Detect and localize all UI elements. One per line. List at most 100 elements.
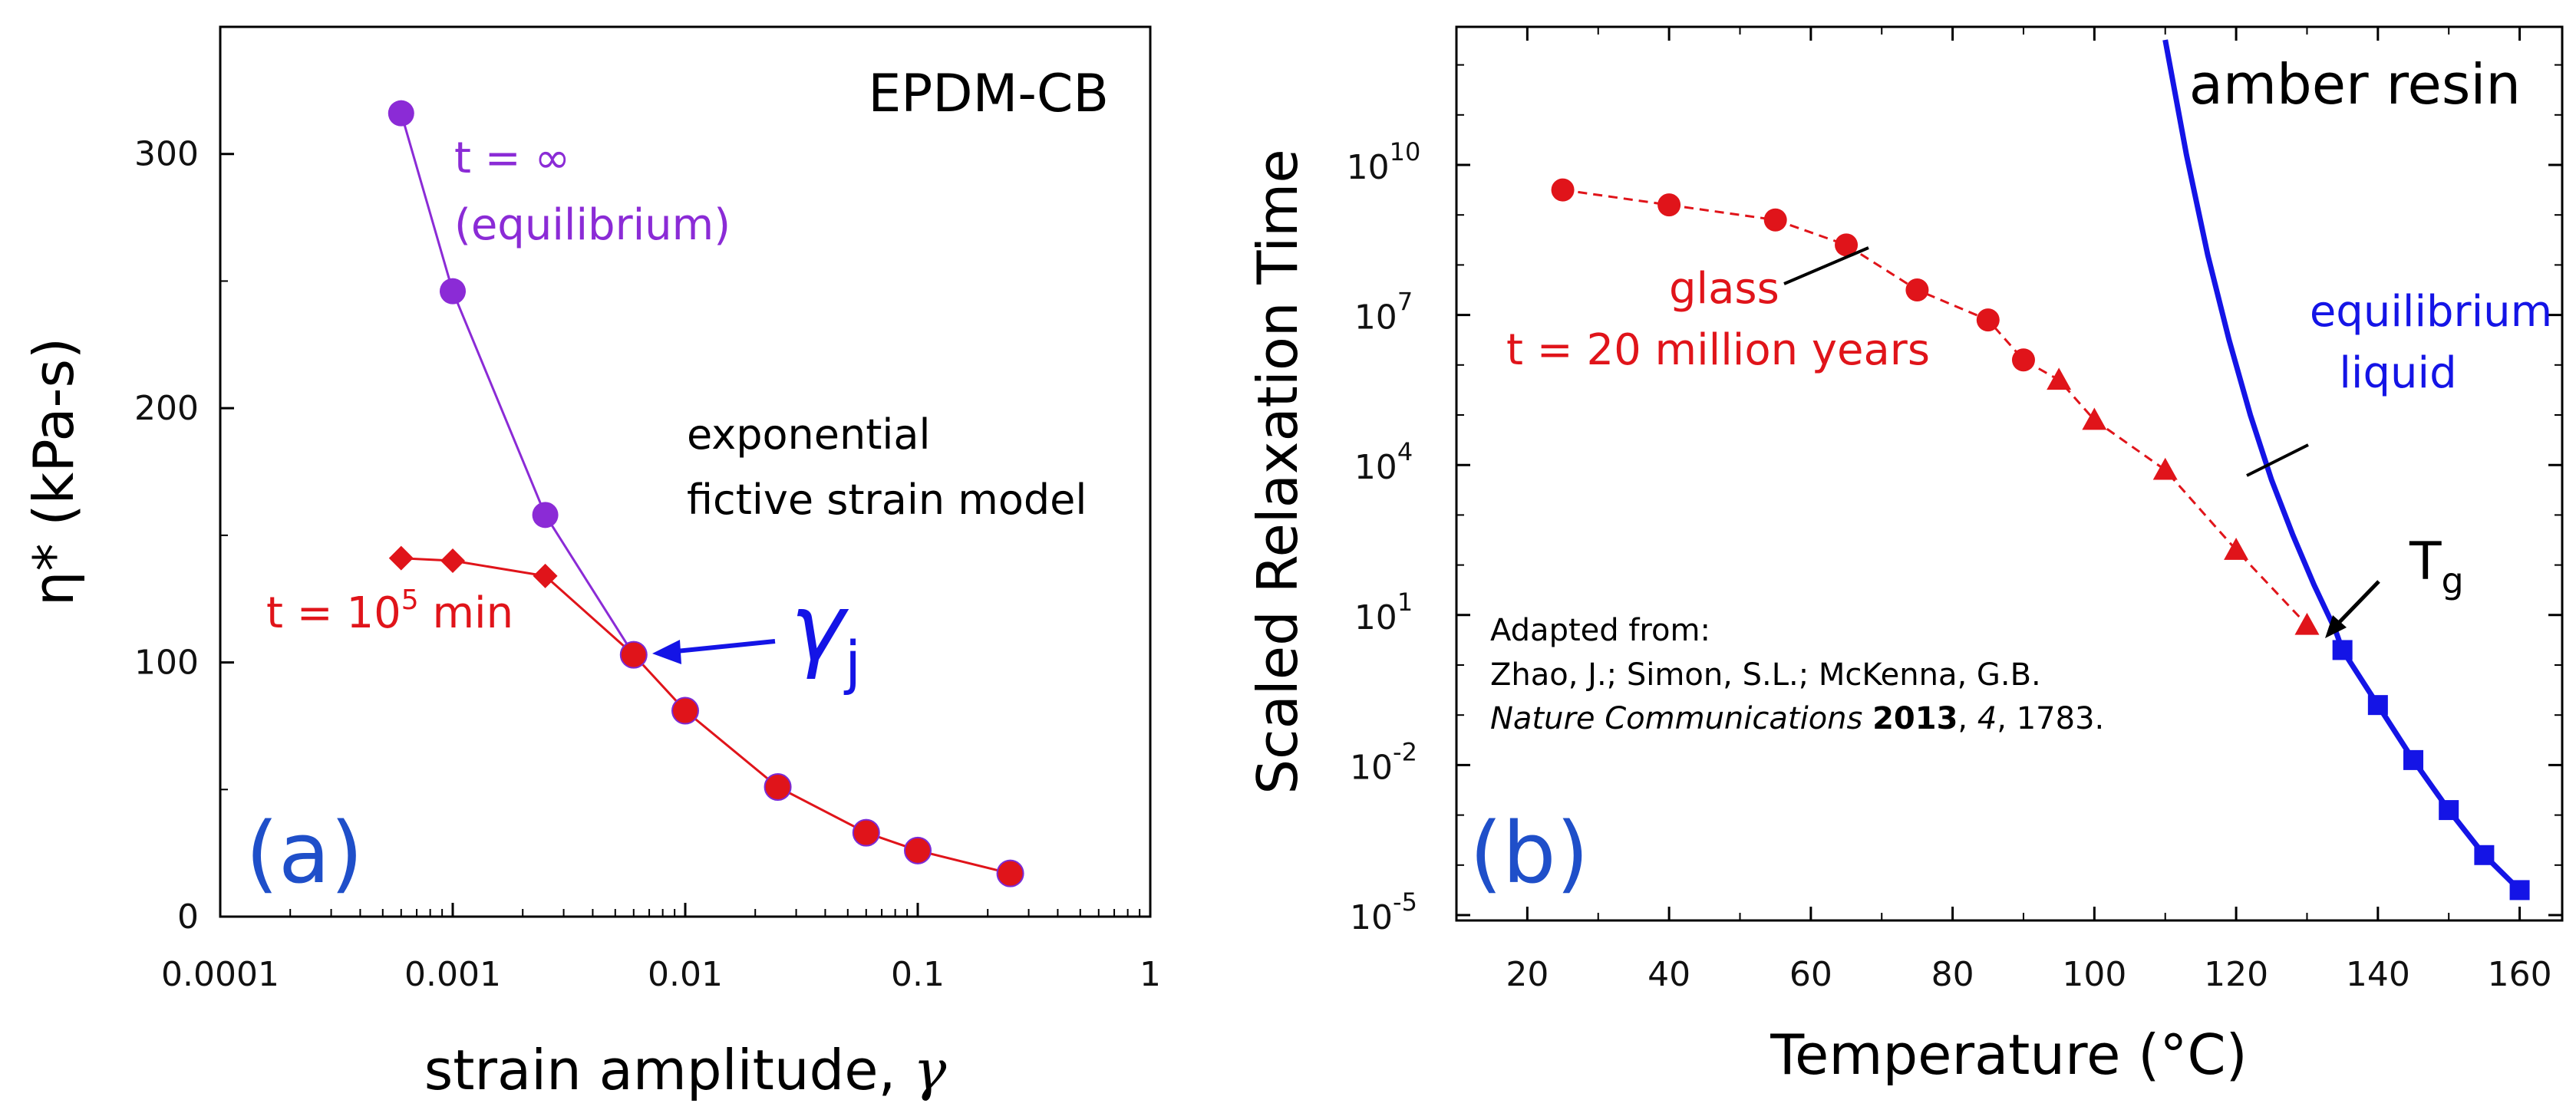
gamma-j-sub: j <box>843 628 861 696</box>
series-line-a-2 <box>632 654 1011 875</box>
data-point-a-2 <box>764 772 792 801</box>
x-tick-label-b: 100 <box>2062 955 2126 994</box>
annotation-t-prefix: t = 10 <box>266 588 401 638</box>
data-point-a-0 <box>440 278 466 305</box>
y-axis-label-b: Scaled Relaxation Time <box>1245 149 1310 794</box>
y-tick-base: 10 <box>1354 298 1397 338</box>
y-tick-label-b: 101 <box>1354 588 1413 637</box>
panel-title-a: EPDM-CB <box>868 64 1109 124</box>
y-tick-label-a: 200 <box>134 389 199 428</box>
gamma-j-label: γj <box>790 575 861 696</box>
y-tick-label-b: 104 <box>1354 437 1413 487</box>
reference-journal: Nature Communications <box>1490 701 1862 736</box>
x-tick-label-b: 120 <box>2204 955 2268 994</box>
annotation-t-time: t = 105 min <box>266 584 513 638</box>
data-point-b-0 <box>1976 308 2000 332</box>
y-tick-label-a: 300 <box>134 135 199 174</box>
x-tick-label-a: 0.01 <box>648 955 723 994</box>
data-point-a-1 <box>388 545 414 571</box>
annotation-eq-line2: (equilibrium) <box>454 200 731 250</box>
panel-label-b: (b) <box>1469 804 1589 902</box>
annotation-tg-sub: g <box>2442 560 2464 601</box>
series-line-glass <box>1562 189 2308 626</box>
x-tick-label-b: 80 <box>1931 955 1974 994</box>
data-point-a-0 <box>532 502 559 529</box>
panel-a: 0.0001 0.001 0.01 0.1 1 0 100 200 300 EPDM-CB (a… <box>21 25 1161 1102</box>
axes-a: 0.0001 0.001 0.01 0.1 1 0 100 200 300 <box>134 135 1161 994</box>
data-point-b-0 <box>1905 278 1929 301</box>
reference-space <box>1862 701 1872 736</box>
data-point-a-1 <box>440 548 465 573</box>
y-tick-exponent: 7 <box>1397 288 1413 317</box>
series-line-a-0 <box>400 113 635 656</box>
glass-pointer <box>1783 246 1869 285</box>
data-point-b-2 <box>2439 800 2459 821</box>
y-tick-label-b: 1010 <box>1347 137 1421 187</box>
annotation-model-line1: exponential <box>687 410 931 459</box>
x-axis-label-a-symbol: γ <box>913 1038 947 1102</box>
data-point-a-2 <box>852 818 880 847</box>
tg-arrowhead <box>2325 615 2347 638</box>
x-axis-label-a-text: strain amplitude, <box>424 1038 914 1102</box>
series-marks-a <box>388 100 1024 887</box>
y-tick-label-b: 10-5 <box>1350 887 1417 937</box>
y-tick-base: 10 <box>1354 598 1397 637</box>
panel-label-a: (a) <box>246 804 363 902</box>
tg-arrow <box>2331 580 2380 631</box>
data-point-b-0 <box>1657 193 1681 217</box>
x-tick-label-a: 0.001 <box>404 955 501 994</box>
annotation-eq-line1: t = ∞ <box>454 133 570 183</box>
reference-authors: Zhao, J.; Simon, S.L.; McKenna, G.B. <box>1490 657 2041 693</box>
data-point-b-0 <box>1835 233 1859 257</box>
series-lines-b <box>1562 39 2522 892</box>
y-tick-exponent: -5 <box>1393 887 1417 917</box>
y-tick-base: 10 <box>1347 148 1390 187</box>
data-point-b-2 <box>2367 695 2388 716</box>
data-point-b-1 <box>2294 612 2320 635</box>
y-tick-label-a: 0 <box>177 897 199 937</box>
axes-b: 20 40 60 80 100 120 140 16010-510-2101104107101… <box>1347 27 2562 994</box>
x-tick-label-a: 0.1 <box>891 955 945 994</box>
annotation-eq-liquid-line2: liquid <box>2339 348 2456 398</box>
liquid-pointer <box>2246 443 2309 477</box>
x-tick-label-a: 1 <box>1140 955 1161 994</box>
annotation-tg: Tg <box>2409 532 2464 601</box>
data-point-b-2 <box>2403 749 2424 770</box>
annotation-t-suffix: min <box>419 588 513 638</box>
data-point-b-0 <box>2011 348 2035 372</box>
data-point-b-1 <box>2152 457 2178 480</box>
plot-frame-a <box>219 25 1152 918</box>
data-point-a-1 <box>533 563 558 588</box>
x-tick-label-b: 140 <box>2346 955 2410 994</box>
data-point-b-1 <box>2047 367 2072 390</box>
gamma-j-symbol: γ <box>790 575 849 682</box>
annotation-model-line2: fictive strain model <box>687 476 1087 524</box>
data-point-a-2 <box>619 640 648 669</box>
annotation-eq-liquid-line1: equilibrium <box>2310 287 2552 337</box>
plot-frame-b <box>1455 25 2564 922</box>
reference-pages: , 1783. <box>1997 701 2104 736</box>
annotation-t-sup: 5 <box>401 584 419 616</box>
data-point-b-2 <box>2509 880 2530 901</box>
series-line-a-1 <box>401 557 635 656</box>
x-axis-label-a: strain amplitude, γ <box>424 1038 948 1102</box>
data-point-a-2 <box>996 859 1024 887</box>
data-point-b-1 <box>2082 407 2107 430</box>
y-tick-base: 10 <box>1350 898 1393 937</box>
data-point-a-2 <box>671 696 699 725</box>
data-point-b-0 <box>1763 208 1787 232</box>
reference-sep: , <box>1958 701 1977 736</box>
x-tick-label-a: 0.0001 <box>161 955 279 994</box>
y-tick-label-a: 100 <box>134 644 199 683</box>
series-marks-b <box>1551 178 2530 901</box>
reference-year: 2013 <box>1872 701 1958 736</box>
panel-title-b: amber resin <box>2189 52 2521 117</box>
x-tick-label-b: 20 <box>1506 955 1549 994</box>
annotation-glass: glass <box>1669 264 1779 314</box>
x-tick-label-b: 60 <box>1789 955 1832 994</box>
x-axis-label-b: Temperature (°C) <box>1770 1022 2247 1087</box>
annotation-tg-main: T <box>2409 532 2442 592</box>
reference-citation: Nature Communications 2013, 4, 1783. <box>1490 701 2104 736</box>
y-tick-base: 10 <box>1354 448 1397 487</box>
